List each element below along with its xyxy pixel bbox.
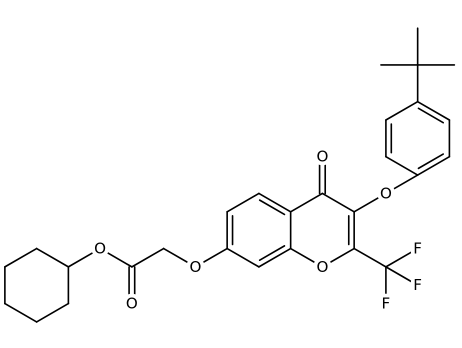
bond — [385, 247, 419, 268]
bond — [385, 100, 419, 121]
bond — [35, 247, 70, 268]
bond — [4, 247, 38, 268]
bond — [131, 247, 165, 268]
atom-label: O — [126, 295, 138, 313]
bond — [258, 247, 292, 268]
bond — [385, 266, 419, 287]
bond — [99, 247, 133, 268]
atom-label: O — [316, 148, 328, 166]
bond — [417, 107, 445, 124]
bond — [289, 192, 324, 213]
bonds — [4, 27, 456, 323]
bond — [35, 302, 70, 323]
atom-label: O — [94, 240, 106, 258]
atom-label: O — [316, 258, 328, 276]
bond — [321, 192, 355, 213]
bond — [226, 192, 260, 213]
bond — [194, 247, 228, 268]
bond — [4, 302, 38, 323]
bond — [258, 245, 286, 261]
bond — [321, 247, 355, 268]
bond — [289, 247, 324, 268]
atom-label: O — [189, 258, 201, 276]
atom-labels: O O O O O O F F F — [90, 144, 425, 316]
bond — [226, 247, 260, 268]
bond — [416, 155, 451, 176]
atom-label: F — [413, 276, 422, 294]
bond — [385, 174, 419, 195]
bond — [258, 199, 286, 216]
bond — [353, 192, 387, 213]
bond — [67, 247, 101, 268]
bond — [258, 192, 292, 213]
bond — [417, 153, 445, 170]
bond — [162, 247, 197, 268]
bond — [416, 100, 451, 121]
atom-label: F — [413, 240, 422, 258]
bond — [353, 247, 387, 268]
atom-label: O — [380, 184, 392, 202]
bond — [385, 155, 419, 176]
atom-label: F — [382, 295, 391, 313]
